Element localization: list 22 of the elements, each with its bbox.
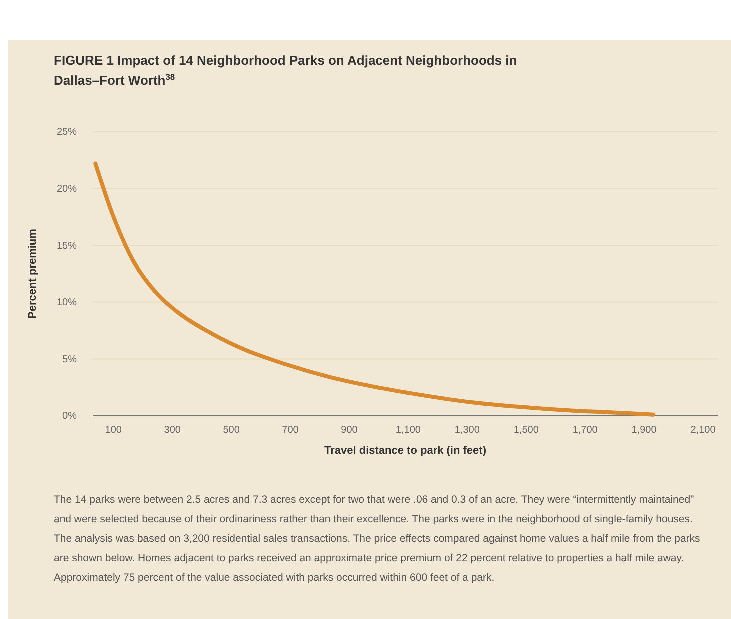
text: The 14 parks were between 2.5 acres and 7.3 acres except for two that were .06 and 0.3 of an acre. They were “intermittently maintained” and were selected because of their ordinariness rather than their excellence. The parks were in the neighborhood of single-family houses. The analysis was based on 3,200 residential sales transactions. The price effects compared against home values a half mile from the parks are shown below. Homes adjacent to parks received an approximate price premium of 22 percent relative to properties a half mile away. Approximately 75 percent of the value associated with parks occurred within 600 feet of a park.	[54, 494, 700, 584]
x-tick-label: 300	[164, 425, 182, 436]
y-tick-label: 15%	[56, 240, 78, 252]
x-tick-label: 1,100	[396, 425, 422, 436]
y-tick-label: 5%	[62, 354, 78, 366]
x-tick-label: 1,900	[632, 425, 658, 436]
x-tick-label: 1,300	[454, 425, 480, 436]
y-tick-label: 10%	[56, 298, 78, 309]
x-tick-label: 100	[105, 425, 122, 436]
x-tick-label: 900	[341, 425, 358, 436]
y-tick-label: 0%	[62, 411, 78, 422]
x-tick-label: 700	[282, 425, 300, 436]
y-axis-title: Percent premium	[27, 228, 39, 319]
x-tick-label: 1,500	[514, 425, 540, 436]
chart-title: FIGURE 1 Impact of 14 Neighborhood Parks on Adjacent Neighborhoods in Dallas–Fort Worth$^{38}$	[54, 53, 518, 88]
y-tick-label: 25%	[56, 127, 78, 138]
x-tick-label: 2,100	[690, 425, 716, 436]
x-tick-label: 1,700	[572, 425, 598, 436]
y-tick-label: 20%	[56, 184, 78, 195]
x-tick-label: 500	[223, 425, 240, 436]
line-series	[94, 162, 656, 417]
x-axis-title: Travel distance to park (in feet)	[324, 445, 487, 457]
